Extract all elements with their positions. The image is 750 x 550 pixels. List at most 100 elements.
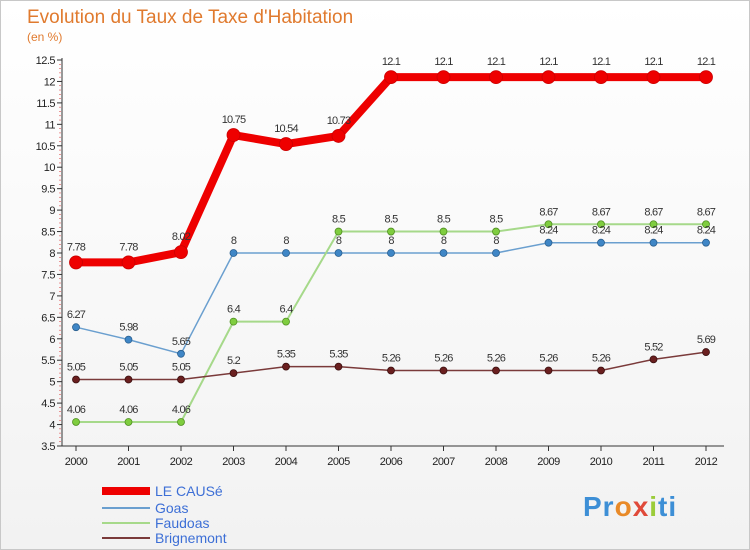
data-point bbox=[439, 366, 448, 375]
data-label: 8.67 bbox=[644, 206, 663, 218]
data-label: 4.06 bbox=[67, 404, 86, 416]
data-point bbox=[282, 362, 290, 371]
data-point bbox=[229, 249, 238, 257]
data-point bbox=[229, 369, 238, 377]
data-point bbox=[387, 249, 395, 257]
data-point bbox=[177, 375, 185, 384]
y-tick-label: 12.5 bbox=[36, 55, 56, 67]
data-label: 5.98 bbox=[119, 322, 138, 334]
y-tick-label: 3.5 bbox=[41, 441, 55, 453]
data-point bbox=[121, 255, 136, 270]
data-point bbox=[69, 255, 83, 270]
data-point bbox=[282, 249, 290, 257]
data-label: 5.35 bbox=[277, 349, 296, 361]
data-label: 8 bbox=[493, 235, 499, 247]
y-tick-label: 4 bbox=[49, 420, 55, 432]
data-label: 7.78 bbox=[119, 241, 138, 253]
brand-letter: x bbox=[632, 491, 650, 522]
y-tick-label: 10.5 bbox=[36, 141, 56, 153]
data-point bbox=[436, 70, 451, 85]
data-point bbox=[541, 70, 556, 85]
data-label: 8.67 bbox=[697, 206, 716, 218]
chart-title: Evolution du Taux de Taxe d'Habitation bbox=[27, 7, 354, 28]
chart-unit-label: (en %) bbox=[27, 30, 63, 44]
y-tick-label: 6.5 bbox=[41, 312, 55, 324]
data-point bbox=[387, 227, 395, 236]
data-label: 6.4 bbox=[280, 304, 294, 316]
data-label: 5.65 bbox=[172, 336, 191, 348]
legend-label: Brignemont bbox=[155, 530, 227, 546]
x-tick-label: 2008 bbox=[485, 456, 508, 468]
brand-logo: Proxiti bbox=[583, 491, 677, 523]
data-point bbox=[544, 220, 553, 229]
brand-letter: i bbox=[649, 491, 659, 522]
data-label: 5.26 bbox=[382, 353, 401, 365]
data-label: 12.1 bbox=[592, 56, 611, 68]
y-tick-label: 12 bbox=[44, 76, 56, 88]
x-tick-label: 2005 bbox=[327, 456, 350, 468]
data-point bbox=[597, 366, 605, 375]
data-point bbox=[439, 227, 448, 236]
x-tick-label: 2001 bbox=[117, 456, 140, 468]
data-point bbox=[226, 128, 241, 142]
data-label: 8.24 bbox=[592, 225, 611, 237]
y-tick-label: 9 bbox=[49, 205, 55, 217]
data-label: 5.26 bbox=[539, 353, 558, 365]
y-tick-label: 8 bbox=[49, 248, 55, 260]
data-label: 12.1 bbox=[434, 56, 453, 68]
data-point bbox=[282, 317, 290, 326]
data-label: 10.73 bbox=[327, 115, 351, 127]
data-label: 12.1 bbox=[487, 56, 506, 68]
data-point bbox=[72, 418, 80, 426]
data-label: 8.02 bbox=[172, 231, 191, 243]
x-tick-label: 2012 bbox=[695, 456, 718, 468]
data-point bbox=[387, 366, 395, 375]
data-point bbox=[492, 249, 500, 257]
x-tick-label: 2004 bbox=[275, 456, 298, 468]
data-label: 8.67 bbox=[592, 206, 611, 218]
data-label: 8.5 bbox=[332, 214, 346, 226]
legend-label: LE CAUSé bbox=[155, 483, 223, 499]
data-point bbox=[699, 70, 713, 85]
data-point bbox=[72, 375, 80, 384]
data-label: 12.1 bbox=[539, 56, 558, 68]
data-label: 8 bbox=[336, 235, 342, 247]
data-label: 8 bbox=[283, 235, 289, 247]
data-point bbox=[124, 335, 133, 344]
data-point bbox=[177, 349, 185, 358]
data-label: 5.05 bbox=[172, 362, 191, 374]
x-tick-label: 2003 bbox=[222, 456, 245, 468]
data-label: 5.05 bbox=[119, 362, 138, 374]
legend-label: Faudoas bbox=[155, 515, 209, 531]
y-tick-label: 11.5 bbox=[36, 98, 55, 110]
data-label: 8.24 bbox=[539, 225, 558, 237]
series-line bbox=[75, 241, 706, 355]
data-point bbox=[279, 137, 293, 151]
data-label: 8 bbox=[231, 235, 237, 247]
data-point bbox=[702, 348, 710, 356]
y-tick-label: 7 bbox=[49, 291, 55, 303]
y-tick-label: 11 bbox=[45, 119, 56, 131]
data-label: 8.5 bbox=[385, 214, 399, 226]
data-point bbox=[702, 220, 710, 229]
data-label: 8.24 bbox=[697, 225, 716, 237]
data-point bbox=[124, 375, 133, 384]
data-point bbox=[597, 238, 605, 247]
data-label: 5.2 bbox=[227, 355, 241, 367]
y-tick-label: 8.5 bbox=[41, 227, 55, 239]
data-point bbox=[544, 238, 553, 247]
data-label: 6.4 bbox=[227, 304, 241, 316]
data-label: 6.27 bbox=[67, 309, 86, 321]
data-point bbox=[544, 366, 553, 375]
data-label: 8 bbox=[388, 235, 394, 247]
data-point bbox=[489, 70, 503, 85]
y-tick-label: 5.5 bbox=[41, 355, 55, 367]
data-label: 5.26 bbox=[487, 353, 506, 365]
y-tick-label: 6 bbox=[49, 334, 55, 346]
data-point bbox=[334, 227, 343, 236]
data-point bbox=[649, 355, 658, 364]
data-label: 8.67 bbox=[539, 206, 558, 218]
data-point bbox=[177, 418, 185, 426]
data-point bbox=[331, 129, 346, 143]
